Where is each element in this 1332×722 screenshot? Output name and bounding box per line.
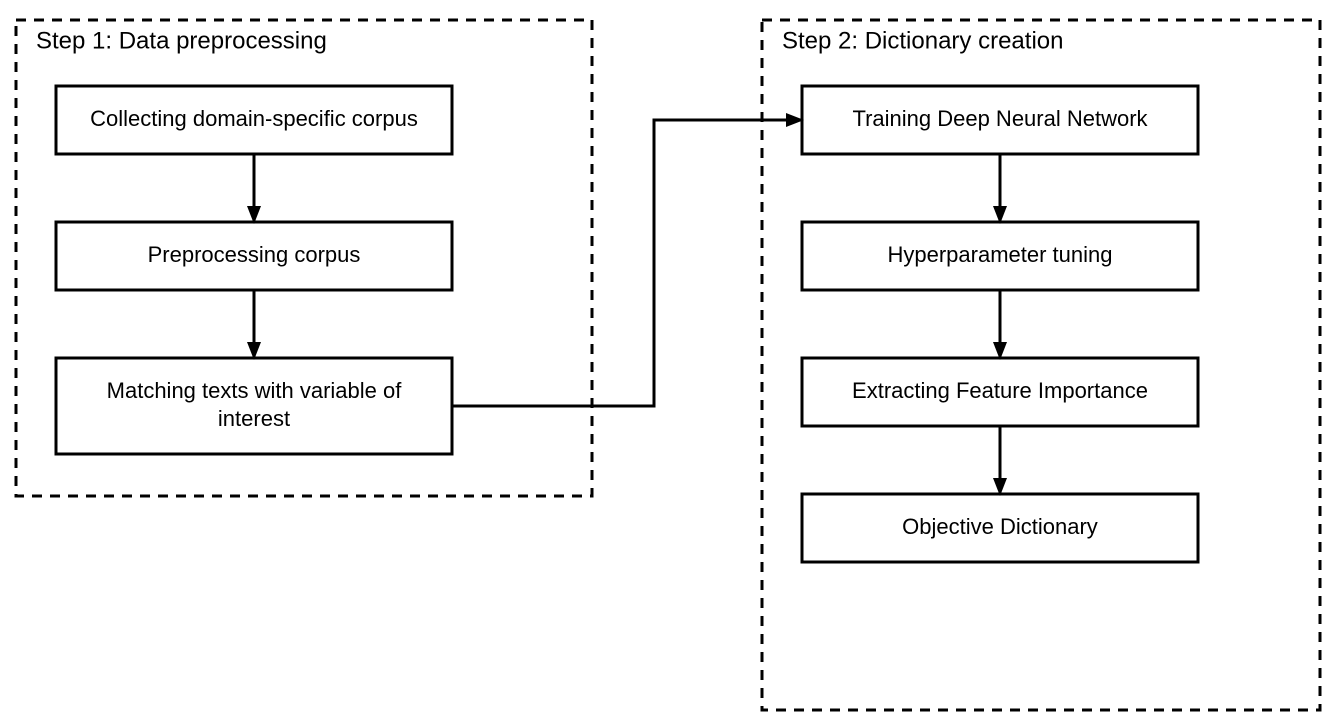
group-title-step1: Step 1: Data preprocessing bbox=[36, 27, 327, 54]
node-label-n3-line1: interest bbox=[218, 406, 290, 431]
group-title-step2: Step 2: Dictionary creation bbox=[782, 27, 1063, 54]
node-label-n2-line0: Preprocessing corpus bbox=[148, 242, 361, 267]
node-label-n1-line0: Collecting domain-specific corpus bbox=[90, 106, 418, 131]
node-label-n3-line0: Matching texts with variable of bbox=[107, 378, 403, 403]
node-label-n4-line0: Training Deep Neural Network bbox=[852, 106, 1148, 131]
node-label-n5-line0: Hyperparameter tuning bbox=[887, 242, 1112, 267]
node-label-n7-line0: Objective Dictionary bbox=[902, 514, 1098, 539]
flowchart-canvas: Step 1: Data preprocessing Step 2: Dictio… bbox=[0, 0, 1332, 722]
node-label-n6-line0: Extracting Feature Importance bbox=[852, 378, 1148, 403]
